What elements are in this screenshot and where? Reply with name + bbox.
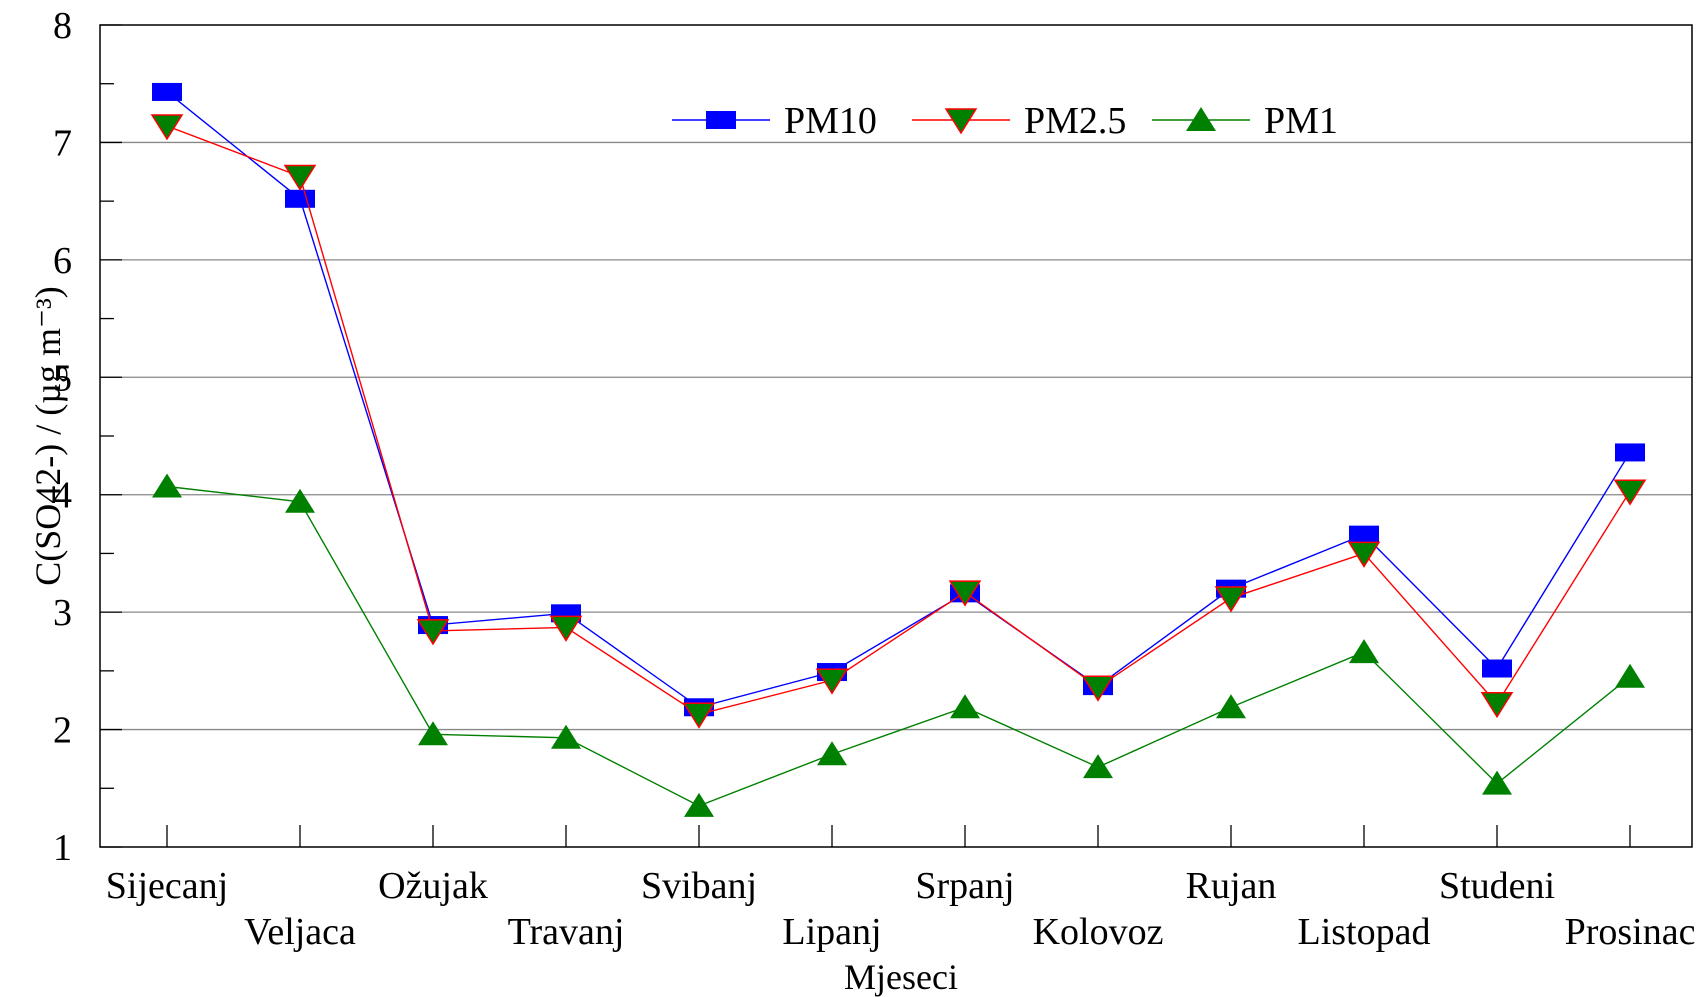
series-line-pm10 [166, 91, 1631, 709]
data-point-pm1 [551, 724, 581, 749]
y-tick-label: 4 [53, 475, 72, 517]
data-point-pm10 [1615, 443, 1645, 462]
legend-marker-pm25 [944, 108, 978, 135]
data-point-pm25 [1214, 586, 1248, 613]
series-pm1 [152, 473, 1645, 817]
data-point-pm10 [152, 82, 182, 101]
data-point-pm1 [418, 721, 448, 746]
y-tick-label: 2 [53, 710, 72, 752]
data-point-pm10 [285, 189, 315, 208]
x-tick-label: Kolovoz [1033, 911, 1164, 953]
series-pm10 [152, 82, 1645, 717]
x-tick-label: Listopad [1298, 911, 1431, 953]
data-point-pm25 [416, 619, 450, 646]
legend-label-pm1: PM1 [1264, 100, 1338, 142]
legend-marker-pm1 [1186, 107, 1216, 131]
plot-frame [99, 24, 1693, 848]
y-tick-label: 6 [53, 240, 72, 282]
x-tick-label: Ožujak [378, 865, 488, 907]
data-point-pm25 [815, 668, 849, 695]
data-point-pm25 [1613, 479, 1647, 506]
data-point-pm25 [283, 164, 317, 191]
series-line-pm25 [166, 125, 1631, 716]
data-point-pm25 [1480, 691, 1514, 719]
y-tick-label: 3 [53, 592, 72, 634]
x-tick-label: Svibanj [641, 865, 757, 907]
data-point-pm25 [1081, 675, 1115, 702]
data-point-pm1 [817, 741, 847, 766]
data-point-pm25 [549, 615, 583, 642]
x-tick-label: Veljaca [244, 911, 356, 953]
data-point-pm25 [150, 114, 184, 141]
data-point-pm1 [684, 792, 714, 817]
x-tick-label: Travanj [508, 911, 625, 953]
x-tick-label: Studeni [1439, 865, 1555, 907]
data-point-pm1 [1482, 770, 1512, 795]
x-tick-label: Sijecanj [106, 865, 228, 907]
series-group [150, 82, 1647, 817]
y-tick-label: 5 [53, 357, 72, 399]
legend-marker-pm10 [706, 111, 736, 129]
x-tick-label: Srpanj [915, 865, 1014, 907]
data-point-pm25 [1347, 541, 1381, 568]
gridlines [100, 141, 1692, 731]
y-tick-label: 7 [53, 122, 72, 164]
data-point-pm1 [152, 473, 182, 498]
legend-label-pm25: PM2.5 [1024, 100, 1126, 142]
series-pm25 [150, 114, 1647, 729]
data-point-pm1 [285, 488, 315, 513]
x-tick-label: Lipanj [782, 911, 881, 953]
y-tick-label: 1 [53, 827, 72, 869]
x-axis-title: Mjeseci [844, 957, 958, 997]
data-point-pm1 [1615, 663, 1645, 688]
y-axis-title: C(SO42-) / (µg m⁻³) [28, 286, 68, 586]
legend: PM10 PM2.5 PM1 [672, 100, 1338, 142]
legend-label-pm10: PM10 [784, 100, 877, 142]
y-axis: 1 2 3 4 5 6 7 8 [53, 5, 122, 869]
x-axis: Sijecanj Veljaca Ožujak Travanj Svibanj Lipan… [106, 825, 1696, 953]
data-point-pm25 [682, 702, 716, 729]
data-point-pm1 [1349, 639, 1379, 664]
data-point-pm10 [1482, 659, 1512, 678]
data-point-pm1 [1216, 694, 1246, 719]
x-tick-label: Rujan [1186, 865, 1277, 907]
data-point-pm1 [1083, 754, 1113, 779]
series-line-pm1 [166, 485, 1631, 807]
data-point-pm25 [948, 580, 982, 607]
y-tick-label: 8 [53, 5, 72, 47]
data-point-pm1 [950, 694, 980, 719]
data-point-pm10 [1349, 525, 1379, 544]
x-tick-label: Prosinac [1565, 911, 1696, 953]
